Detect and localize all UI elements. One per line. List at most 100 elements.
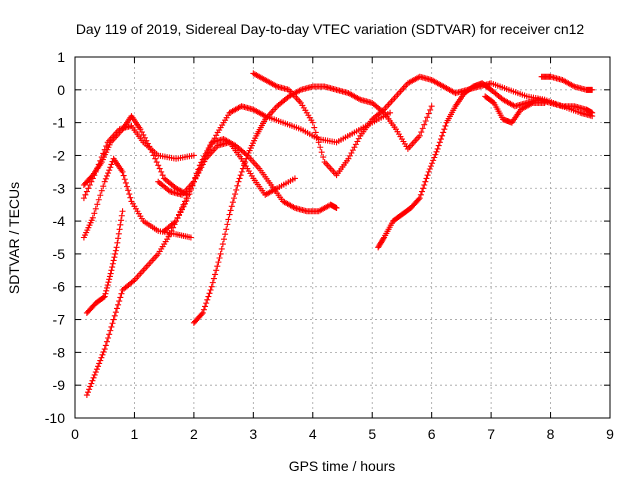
data-point xyxy=(109,260,116,267)
data-point xyxy=(200,306,207,313)
data-point xyxy=(387,109,394,116)
data-point xyxy=(102,342,109,349)
data-point xyxy=(229,199,236,206)
data-point xyxy=(80,195,87,202)
data-point xyxy=(97,357,104,364)
data-point xyxy=(291,175,298,182)
data-point xyxy=(90,374,97,381)
data-point xyxy=(103,338,110,345)
data-point xyxy=(430,157,437,164)
x-tick-label: 9 xyxy=(606,426,614,442)
data-point xyxy=(167,231,174,238)
data-point xyxy=(85,389,92,396)
data-point xyxy=(429,160,436,167)
data-point xyxy=(426,165,433,172)
data-point xyxy=(427,106,434,113)
data-point xyxy=(346,152,353,159)
data-point xyxy=(106,167,113,174)
data-point xyxy=(348,149,355,156)
data-point xyxy=(111,254,118,261)
data-point xyxy=(184,195,191,202)
data-point xyxy=(110,257,117,264)
data-point xyxy=(234,182,241,189)
data-point xyxy=(428,103,435,110)
data-point xyxy=(99,351,106,358)
y-tick-label: -3 xyxy=(53,180,66,196)
axis-ticks xyxy=(74,56,611,419)
data-point xyxy=(112,247,119,254)
data-point xyxy=(432,151,439,158)
data-point xyxy=(113,244,120,251)
data-point xyxy=(208,283,215,290)
data-point xyxy=(105,335,112,342)
data-point xyxy=(419,188,426,195)
data-point xyxy=(222,231,229,238)
data-point xyxy=(108,323,115,330)
data-point xyxy=(103,287,110,294)
data-point xyxy=(89,175,96,182)
data-point xyxy=(424,172,431,179)
data-point xyxy=(435,142,442,149)
data-point xyxy=(317,144,324,151)
data-point xyxy=(126,191,133,198)
data-point xyxy=(87,383,94,390)
y-tick-label: -8 xyxy=(53,344,66,360)
data-point xyxy=(223,226,230,233)
data-point xyxy=(97,192,104,199)
data-point xyxy=(218,245,225,252)
data-point xyxy=(94,201,101,208)
data-point xyxy=(106,276,113,283)
data-point xyxy=(115,235,122,242)
data-point xyxy=(168,227,175,234)
data-point xyxy=(422,178,429,185)
data-point xyxy=(541,99,548,106)
data-point xyxy=(226,211,233,218)
data-point xyxy=(309,119,316,126)
data-point xyxy=(415,196,422,203)
data-point xyxy=(213,267,220,274)
data-point xyxy=(235,178,242,185)
data-point xyxy=(86,386,93,393)
data-point xyxy=(318,149,325,156)
data-point xyxy=(110,316,117,323)
data-point xyxy=(100,294,107,301)
data-point xyxy=(424,114,431,121)
series-arc-7 xyxy=(161,136,340,234)
data-point xyxy=(228,203,235,210)
data-point xyxy=(419,125,426,132)
chart-title: Day 119 of 2019, Sidereal Day-to-day VTE… xyxy=(76,21,585,37)
data-point xyxy=(107,327,114,334)
data-point xyxy=(122,179,129,186)
series-arc-12 xyxy=(538,73,596,93)
data-point xyxy=(225,216,232,223)
data-point xyxy=(434,145,441,152)
data-point xyxy=(101,178,108,185)
data-point xyxy=(312,129,319,136)
data-point xyxy=(100,183,107,190)
data-point xyxy=(158,168,165,175)
data-point xyxy=(91,172,98,179)
data-point xyxy=(417,191,424,198)
data-point xyxy=(420,185,427,192)
y-tick-label: -1 xyxy=(53,115,66,131)
data-point xyxy=(91,210,98,217)
data-point xyxy=(116,298,123,305)
data-point xyxy=(216,255,223,262)
data-point xyxy=(104,282,111,289)
data-point xyxy=(109,264,116,271)
data-point xyxy=(95,196,102,203)
data-point xyxy=(117,294,124,301)
data-point xyxy=(93,366,100,373)
data-point xyxy=(120,172,127,179)
data-point xyxy=(89,214,96,221)
data-point xyxy=(113,305,120,312)
data-point xyxy=(243,155,250,162)
data-point xyxy=(82,191,89,198)
data-point xyxy=(116,226,123,233)
data-point xyxy=(193,170,200,177)
data-point xyxy=(105,279,112,286)
x-tick-label: 2 xyxy=(190,426,198,442)
data-point xyxy=(433,148,440,155)
data-point xyxy=(118,212,125,219)
x-tick-label: 4 xyxy=(309,426,317,442)
